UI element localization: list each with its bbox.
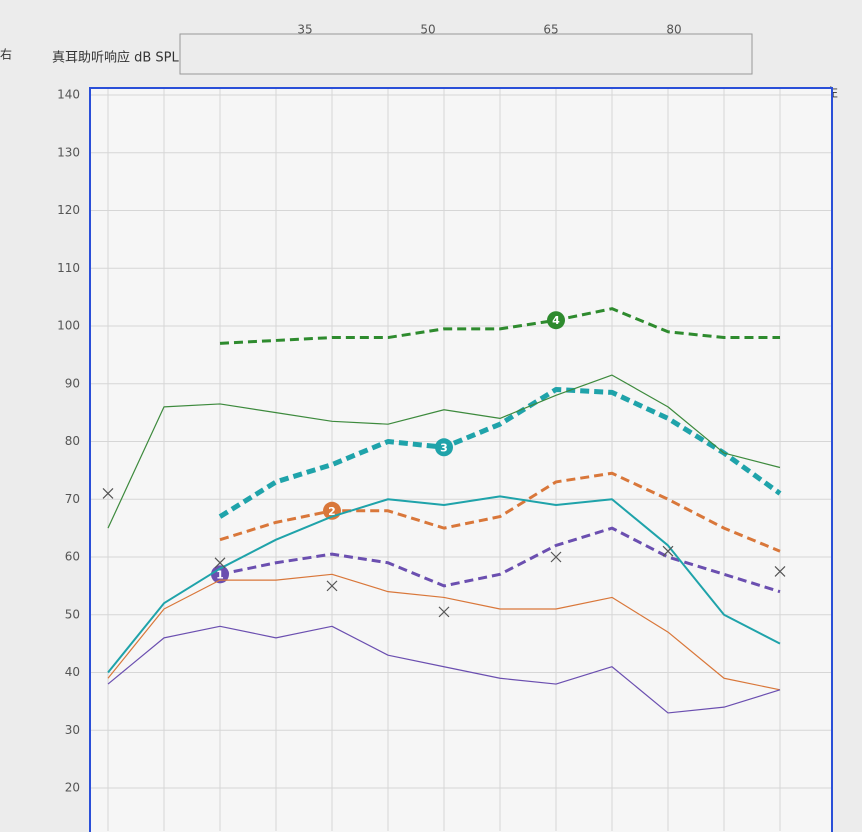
- response-curve: [107, 495, 781, 674]
- slider: [179, 33, 753, 75]
- y-tick-label: 110: [57, 261, 80, 275]
- curve-badge: [211, 565, 229, 584]
- curve-badge-label: 2: [328, 505, 336, 518]
- response-curve: [219, 471, 781, 553]
- curve-badge: [435, 438, 453, 457]
- target-marker: [438, 606, 450, 618]
- y-tick-label: 120: [57, 203, 80, 217]
- y-tick-label: 40: [65, 665, 80, 679]
- target-marker: [102, 488, 114, 499]
- curve-badge-label: 1: [216, 568, 224, 581]
- response-curve: [219, 307, 780, 345]
- curve-badge: [547, 311, 565, 330]
- slider-tick-label: 35: [297, 23, 312, 37]
- target-marker: [326, 580, 338, 592]
- response-curve: [218, 387, 782, 519]
- y-tick-label: 20: [65, 781, 80, 795]
- y-tick-label: 140: [57, 88, 80, 102]
- chart-title: 真耳助听响应 dB SPL: [52, 50, 180, 66]
- response-curve: [107, 374, 781, 529]
- y-tick-label: 70: [65, 492, 80, 506]
- slider-tick-label: 50: [420, 23, 435, 37]
- target-marker: [774, 566, 786, 577]
- y-tick-label: 50: [65, 607, 80, 621]
- slider-tick-label: 65: [543, 23, 558, 37]
- curve-badge-label: 4: [552, 314, 560, 327]
- target-marker: [662, 545, 674, 557]
- y-tick-label: 80: [65, 434, 80, 448]
- curve-badge-label: 3: [440, 441, 448, 454]
- y-tick-label: 130: [57, 145, 80, 159]
- target-marker: [550, 551, 562, 563]
- y-tick-label: 100: [57, 319, 80, 333]
- y-tick-label: 90: [65, 376, 80, 390]
- response-curve: [107, 625, 781, 714]
- response-curve: [107, 573, 781, 691]
- y-tick-label: 60: [65, 550, 80, 564]
- response-curve: [219, 526, 781, 594]
- slider-tick-label: 80: [666, 23, 681, 37]
- target-marker: [214, 557, 226, 569]
- plot-area: [89, 87, 833, 832]
- y-tick-label: 30: [65, 723, 80, 737]
- side-label: 右: [0, 47, 12, 62]
